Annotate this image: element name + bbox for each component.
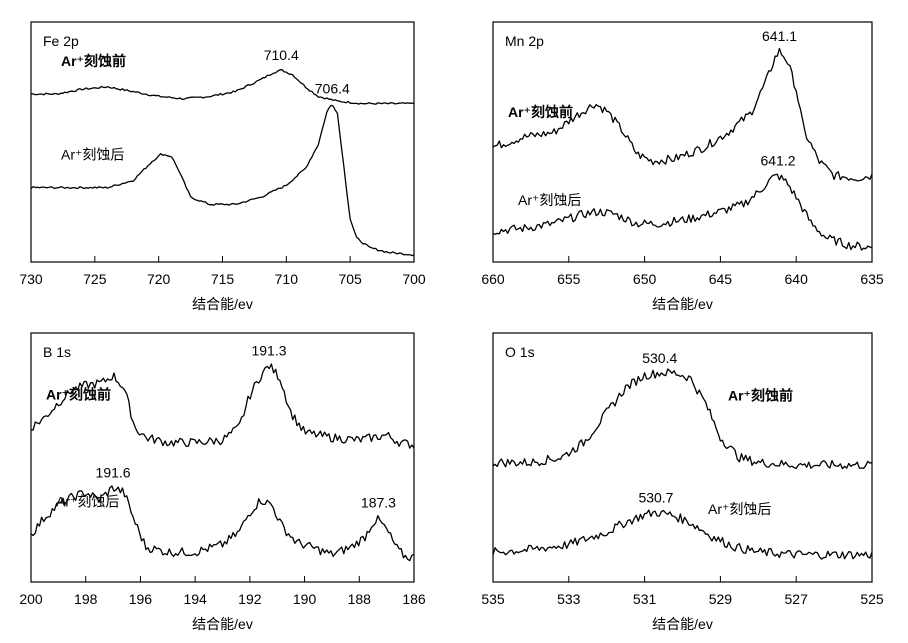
x-tick-label: 533 xyxy=(557,591,581,607)
series-name-label: Ar⁺刻蚀前 xyxy=(728,387,793,403)
series-name-label: Ar⁺刻蚀后 xyxy=(518,192,581,208)
x-tick-label: 705 xyxy=(338,271,362,287)
peak-label: 641.1 xyxy=(762,28,797,44)
x-tick-label: 194 xyxy=(183,591,207,607)
plot-frame-2 xyxy=(492,21,873,263)
x-tick-label: 200 xyxy=(19,591,43,607)
series-name-label: Ar⁺刻蚀前 xyxy=(46,387,111,403)
x-axis-label: 结合能/ev xyxy=(192,616,253,632)
x-tick-label: 186 xyxy=(402,591,426,607)
plot-frame-3 xyxy=(30,332,415,583)
series-line xyxy=(492,47,873,182)
peak-label: 641.2 xyxy=(760,153,795,169)
x-axis-label: 结合能/ev xyxy=(192,296,253,312)
series-line xyxy=(492,173,873,251)
x-tick-label: 188 xyxy=(348,591,372,607)
x-axis-label: 结合能/ev xyxy=(652,616,713,632)
x-tick-label: 710 xyxy=(275,271,299,287)
series-line xyxy=(30,104,415,257)
x-tick-label: 645 xyxy=(709,271,733,287)
panel-title: Mn 2p xyxy=(505,33,544,49)
panel-title: O 1s xyxy=(505,344,535,360)
x-tick-label: 531 xyxy=(633,591,657,607)
x-tick-label: 635 xyxy=(860,271,884,287)
x-tick-label: 725 xyxy=(83,271,107,287)
x-tick-label: 527 xyxy=(785,591,809,607)
plot-frame-4 xyxy=(492,332,873,583)
peak-label: 530.7 xyxy=(638,489,673,505)
peak-label: 187.3 xyxy=(361,494,396,510)
x-axis-label: 结合能/ev xyxy=(652,296,713,312)
peak-label: 191.3 xyxy=(251,342,286,358)
peak-label: 191.6 xyxy=(96,464,131,480)
x-tick-label: 640 xyxy=(785,271,809,287)
x-tick-label: 660 xyxy=(481,271,505,287)
x-tick-label: 650 xyxy=(633,271,657,287)
series-name-label: Ar⁺刻蚀前 xyxy=(508,104,573,120)
series-name-label: Ar⁺刻蚀后 xyxy=(708,501,771,517)
x-tick-label: 196 xyxy=(129,591,153,607)
x-tick-label: 535 xyxy=(481,591,505,607)
x-tick-label: 529 xyxy=(709,591,733,607)
peak-label: 530.4 xyxy=(642,350,677,366)
series-name-label: Ar⁺刻蚀前 xyxy=(61,53,126,69)
panel-title: B 1s xyxy=(43,344,71,360)
x-tick-label: 190 xyxy=(293,591,317,607)
x-tick-label: 730 xyxy=(19,271,43,287)
peak-label: 710.4 xyxy=(264,47,299,63)
series-line xyxy=(30,69,415,105)
x-tick-label: 192 xyxy=(238,591,262,607)
x-tick-label: 720 xyxy=(147,271,171,287)
series-name-label: Ar⁺刻蚀后 xyxy=(56,494,119,510)
x-tick-label: 700 xyxy=(402,271,426,287)
series-line xyxy=(492,368,873,470)
series-name-label: Ar⁺刻蚀后 xyxy=(61,147,124,163)
series-line xyxy=(492,509,873,560)
x-tick-label: 655 xyxy=(557,271,581,287)
x-tick-label: 198 xyxy=(74,591,98,607)
panel-title: Fe 2p xyxy=(43,33,79,49)
x-tick-label: 715 xyxy=(211,271,235,287)
series-line xyxy=(30,485,415,562)
x-tick-label: 525 xyxy=(860,591,884,607)
peak-label: 706.4 xyxy=(315,81,350,97)
series-line xyxy=(30,363,415,449)
